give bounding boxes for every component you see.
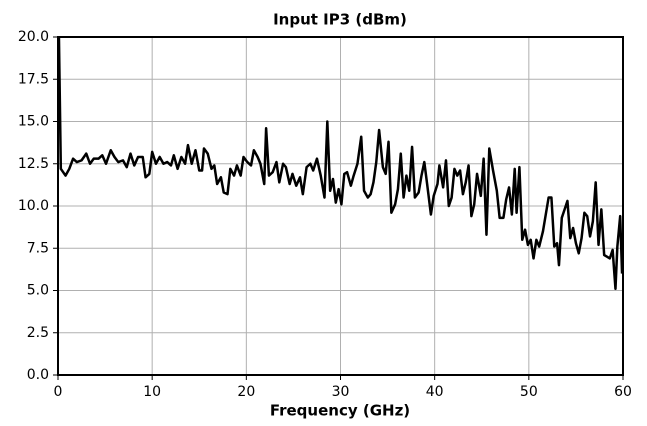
x-tick-label: 50 (520, 384, 538, 400)
y-tick-label: 0.0 (27, 367, 49, 383)
y-tick-label: 17.5 (18, 71, 49, 87)
x-tick-label: 60 (614, 384, 632, 400)
x-tick-label: 10 (143, 384, 161, 400)
y-tick-label: 10.0 (18, 198, 49, 214)
y-tick-label: 15.0 (18, 114, 49, 130)
chart-title: Input IP3 (dBm) (273, 11, 407, 29)
y-tick-label: 20.0 (18, 29, 49, 45)
plot-frame (57, 36, 624, 376)
x-tick-label: 30 (332, 384, 350, 400)
y-tick-label: 5.0 (27, 283, 49, 299)
x-tick-label: 20 (237, 384, 255, 400)
y-tick-label: 7.5 (27, 240, 49, 256)
y-tick-label: 12.5 (18, 156, 49, 172)
data-line (57, 36, 624, 291)
x-tick-label: 40 (426, 384, 444, 400)
y-tick-label: 2.5 (27, 325, 49, 341)
x-tick-label: 0 (54, 384, 63, 400)
x-axis-label: Frequency (GHz) (270, 402, 410, 420)
